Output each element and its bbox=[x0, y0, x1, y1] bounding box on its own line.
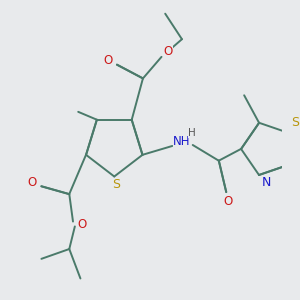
Text: O: O bbox=[164, 46, 172, 59]
Text: NH: NH bbox=[173, 135, 190, 148]
Text: O: O bbox=[103, 54, 112, 67]
Text: N: N bbox=[262, 176, 271, 189]
Text: S: S bbox=[112, 178, 120, 191]
Text: O: O bbox=[78, 218, 87, 231]
Text: O: O bbox=[28, 176, 37, 189]
Text: O: O bbox=[224, 195, 233, 208]
Text: S: S bbox=[292, 116, 299, 129]
Text: H: H bbox=[188, 128, 196, 138]
